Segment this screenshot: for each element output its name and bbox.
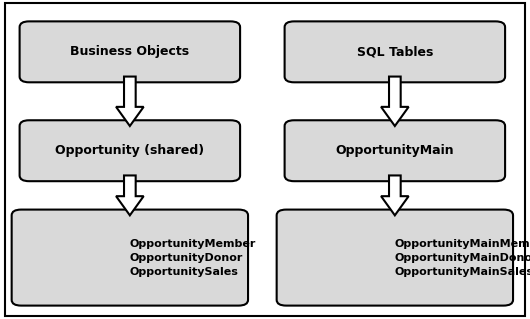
Text: OpportunityMain: OpportunityMain (335, 144, 454, 157)
FancyBboxPatch shape (12, 210, 248, 306)
FancyBboxPatch shape (277, 210, 513, 306)
Text: Business Objects: Business Objects (70, 45, 189, 58)
FancyBboxPatch shape (20, 120, 240, 181)
Polygon shape (381, 77, 409, 126)
Polygon shape (116, 175, 144, 215)
FancyBboxPatch shape (20, 21, 240, 82)
FancyBboxPatch shape (285, 120, 505, 181)
Text: OpportunityMainMember
OpportunityMainDonor
OpportunityMainSales: OpportunityMainMember OpportunityMainDon… (395, 239, 530, 277)
Polygon shape (116, 77, 144, 126)
FancyBboxPatch shape (285, 21, 505, 82)
Text: Opportunity (shared): Opportunity (shared) (55, 144, 205, 157)
FancyBboxPatch shape (5, 3, 525, 316)
Text: SQL Tables: SQL Tables (357, 45, 433, 58)
Text: OpportunityMember
OpportunityDonor
OpportunitySales: OpportunityMember OpportunityDonor Oppor… (130, 239, 256, 277)
Polygon shape (381, 175, 409, 215)
